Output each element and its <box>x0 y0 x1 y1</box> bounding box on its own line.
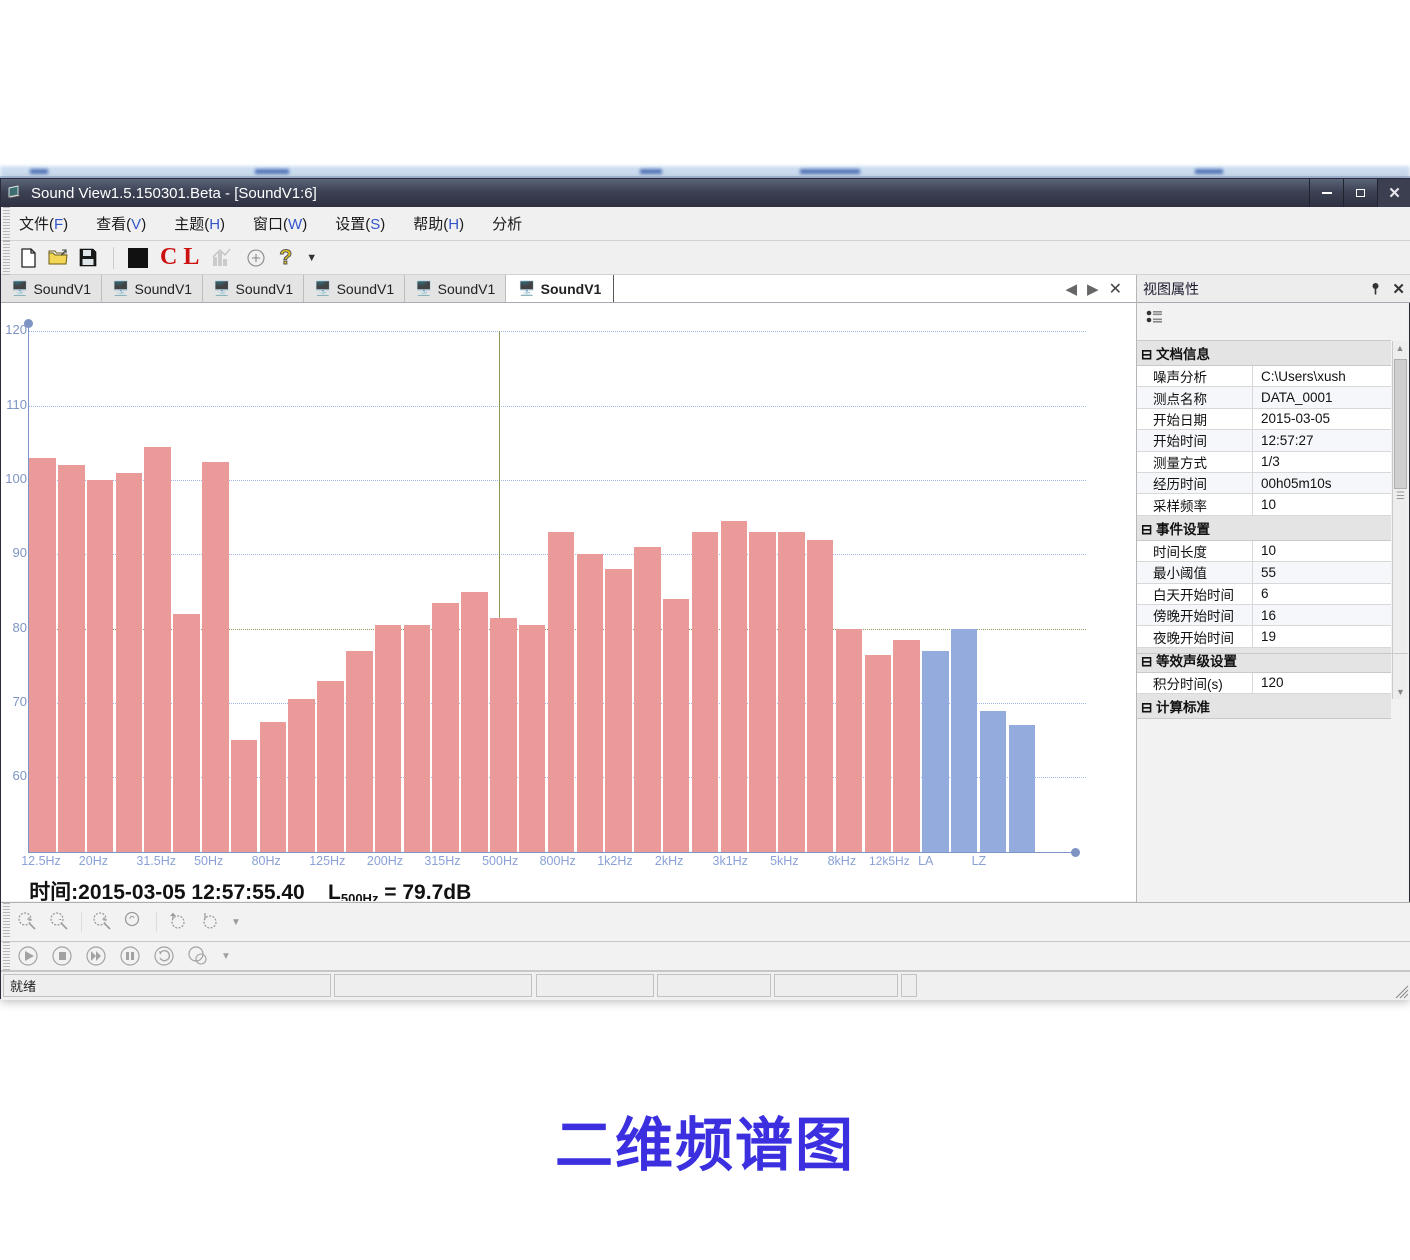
svg-text:+: + <box>102 917 106 924</box>
svg-text:+: + <box>27 917 31 924</box>
